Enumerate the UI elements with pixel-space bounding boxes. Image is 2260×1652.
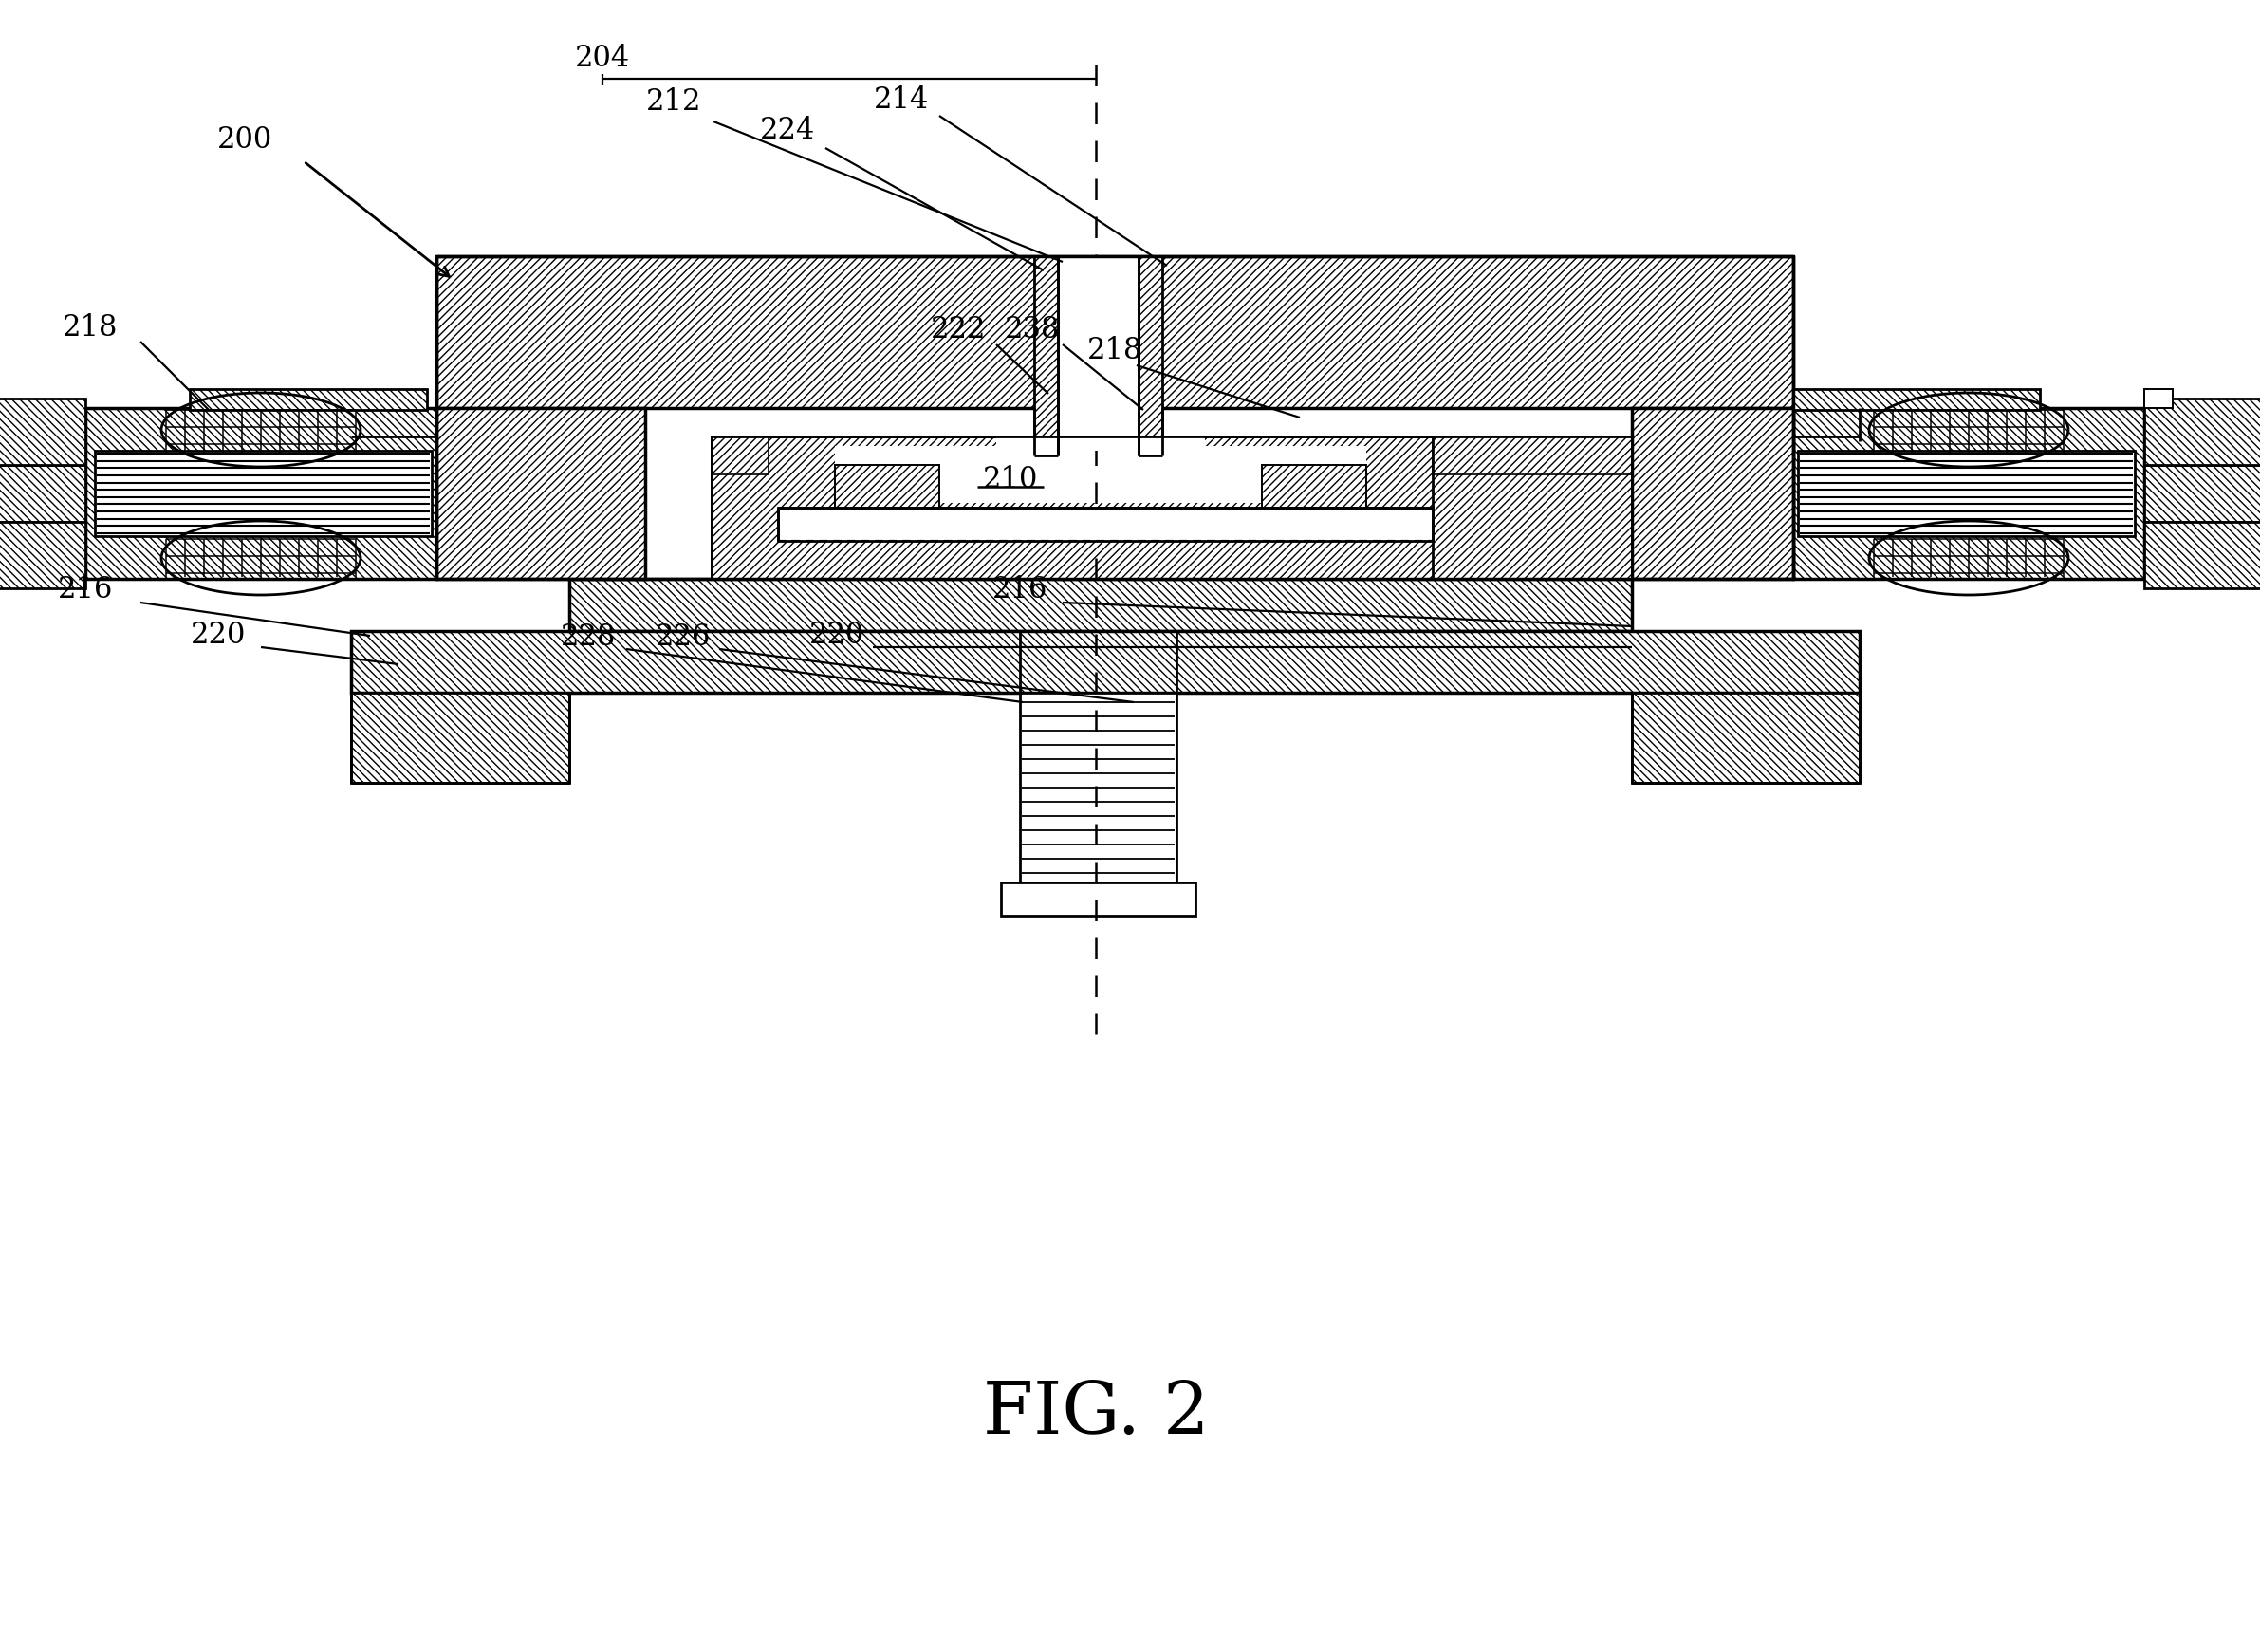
Text: 220: 220 (809, 621, 866, 651)
Text: 214: 214 (875, 84, 929, 114)
Bar (436, 256, 1792, 408)
Text: 238: 238 (1006, 316, 1060, 345)
Text: 204: 204 (574, 45, 631, 74)
Bar (712, 436, 1632, 578)
Bar (1792, 388, 2041, 410)
Text: 220: 220 (190, 621, 246, 651)
Text: 218: 218 (1087, 337, 1144, 365)
Bar (1058, 256, 1139, 451)
Text: 218: 218 (63, 312, 118, 342)
Bar (1799, 451, 2136, 537)
Polygon shape (0, 398, 86, 464)
Text: 216: 216 (992, 575, 1049, 605)
Bar (190, 388, 427, 410)
Bar (834, 464, 940, 512)
Polygon shape (0, 464, 86, 522)
Polygon shape (1433, 436, 1632, 474)
Text: 222: 222 (931, 316, 985, 345)
Bar (1205, 446, 1367, 502)
Bar (777, 507, 1433, 540)
Bar (1001, 882, 1196, 915)
Bar (1261, 464, 1367, 512)
Bar (1035, 256, 1162, 451)
Bar (834, 446, 997, 502)
Text: FIG. 2: FIG. 2 (983, 1379, 1209, 1449)
Text: 226: 226 (655, 623, 712, 653)
Bar (1632, 692, 1860, 783)
Bar (2145, 388, 2172, 408)
Bar (160, 410, 362, 453)
Bar (1019, 692, 1177, 882)
Text: 216: 216 (59, 575, 113, 605)
Bar (436, 408, 644, 578)
Text: 228: 228 (560, 623, 617, 653)
Text: 224: 224 (759, 116, 816, 145)
Polygon shape (2145, 398, 2260, 464)
Polygon shape (0, 522, 86, 588)
Bar (1792, 408, 2145, 578)
Bar (997, 436, 1205, 502)
Polygon shape (712, 436, 768, 474)
Bar (1632, 408, 1792, 578)
Bar (86, 408, 436, 578)
Bar (350, 631, 1860, 692)
Bar (95, 451, 432, 537)
Polygon shape (2145, 464, 2260, 522)
Text: 210: 210 (983, 464, 1037, 494)
Bar (350, 692, 570, 783)
Text: 200: 200 (217, 126, 273, 155)
Text: 212: 212 (646, 88, 701, 117)
Polygon shape (2145, 522, 2260, 588)
Bar (570, 578, 1632, 631)
